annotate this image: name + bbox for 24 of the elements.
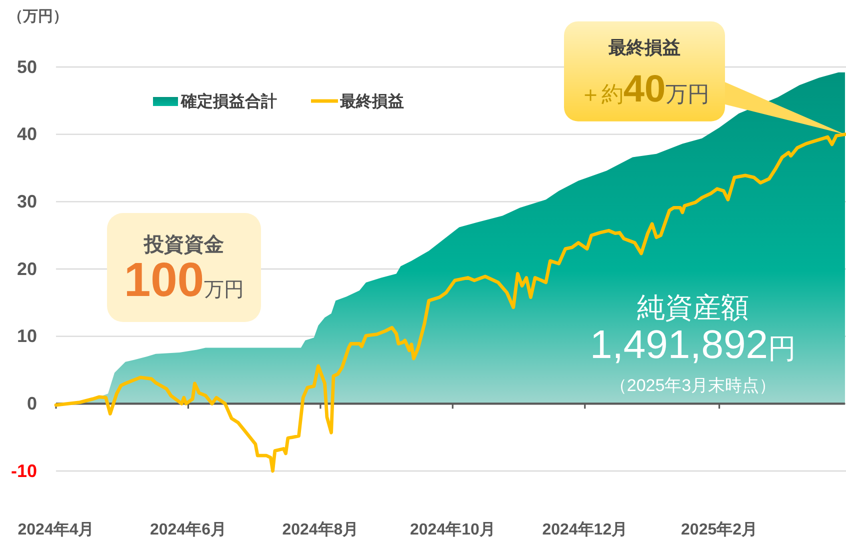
annotation: （2025年3月末時点） bbox=[610, 376, 776, 395]
y-tick-label: 40 bbox=[16, 124, 37, 144]
x-tick-label: 2024年12月 bbox=[542, 520, 628, 538]
annotation: 100万円 bbox=[124, 254, 244, 307]
text: 最終損益 bbox=[608, 37, 680, 58]
line-series bbox=[54, 132, 846, 473]
y-tick-label: 0 bbox=[26, 393, 37, 414]
annotation: 純資産額 bbox=[637, 292, 749, 323]
annotation: ＋約40万円 bbox=[579, 68, 710, 110]
x-tick-label: 2024年4月 bbox=[18, 520, 94, 538]
y-tick-label: 30 bbox=[16, 191, 37, 212]
y-axis-title: （万円） bbox=[8, 8, 68, 25]
legend-label: 最終損益 bbox=[339, 92, 404, 111]
y-tick-label: 50 bbox=[16, 56, 37, 77]
y-tick-label: -10 bbox=[10, 460, 37, 481]
x-tick-label: 2024年10月 bbox=[410, 520, 496, 538]
annotation: 投資資金 bbox=[143, 234, 224, 256]
x-tick-label: 2024年8月 bbox=[282, 520, 359, 538]
y-tick-label: 10 bbox=[16, 326, 37, 346]
x-tick-label: 2025年2月 bbox=[681, 520, 758, 538]
y-tick-label: 20 bbox=[16, 258, 37, 279]
x-tick-label: 2024年6月 bbox=[150, 520, 226, 538]
legend-label: 確定損益合計 bbox=[180, 92, 277, 111]
annotation: 1,491,892円 bbox=[590, 323, 796, 367]
